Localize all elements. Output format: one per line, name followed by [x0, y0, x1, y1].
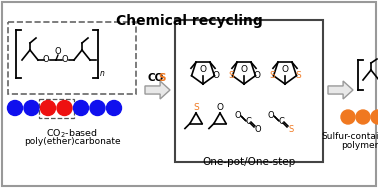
Text: S: S — [295, 71, 301, 80]
Text: S: S — [193, 103, 199, 112]
Text: Chemical recycling: Chemical recycling — [116, 14, 262, 28]
Text: O: O — [217, 103, 223, 112]
Text: n: n — [100, 69, 105, 78]
Text: O: O — [55, 48, 61, 57]
Text: CO$_2$-based: CO$_2$-based — [46, 128, 98, 140]
Circle shape — [356, 110, 370, 124]
Circle shape — [40, 101, 56, 115]
Text: O: O — [240, 65, 248, 74]
Text: C: C — [278, 118, 284, 127]
Text: O: O — [62, 55, 68, 64]
Text: O: O — [212, 71, 219, 80]
Text: polymer: polymer — [341, 141, 378, 150]
Text: C: C — [245, 118, 251, 127]
Circle shape — [107, 101, 121, 115]
Circle shape — [73, 101, 88, 115]
Text: O: O — [235, 111, 241, 120]
Circle shape — [8, 101, 23, 115]
Text: One-pot/One-step: One-pot/One-step — [202, 157, 296, 167]
Polygon shape — [145, 81, 170, 99]
Text: O: O — [200, 65, 206, 74]
Text: O: O — [268, 111, 274, 120]
Text: S: S — [158, 73, 166, 83]
Circle shape — [90, 101, 105, 115]
Text: O: O — [43, 55, 49, 64]
Text: O: O — [253, 71, 260, 80]
Circle shape — [371, 110, 378, 124]
Circle shape — [341, 110, 355, 124]
Text: O: O — [282, 65, 288, 74]
Text: O: O — [255, 124, 261, 133]
Circle shape — [57, 101, 72, 115]
Text: S: S — [228, 71, 234, 80]
Text: S: S — [288, 124, 294, 133]
Text: Sulfur-containing: Sulfur-containing — [321, 132, 378, 141]
Bar — [39, 99, 73, 118]
Text: S: S — [269, 71, 275, 80]
Bar — [175, 20, 323, 162]
Text: CO: CO — [147, 73, 163, 83]
Polygon shape — [328, 81, 353, 99]
Bar — [8, 22, 136, 94]
Text: poly(ether)carbonate: poly(ether)carbonate — [24, 137, 120, 146]
Circle shape — [24, 101, 39, 115]
